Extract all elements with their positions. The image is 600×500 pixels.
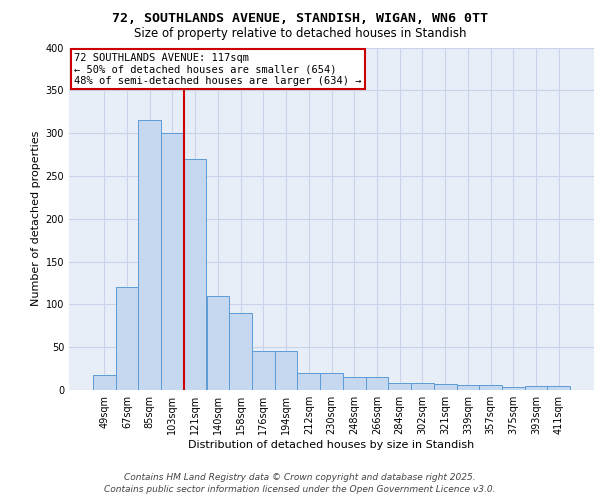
Bar [184, 159, 206, 390]
Bar [365, 377, 388, 390]
Bar [252, 352, 275, 390]
Text: Size of property relative to detached houses in Standish: Size of property relative to detached ho… [134, 28, 466, 40]
Bar [320, 373, 343, 390]
Bar [479, 385, 502, 390]
Bar [411, 383, 434, 390]
Bar [434, 384, 457, 390]
Text: 72 SOUTHLANDS AVENUE: 117sqm
← 50% of detached houses are smaller (654)
48% of s: 72 SOUTHLANDS AVENUE: 117sqm ← 50% of de… [74, 52, 362, 86]
Bar [93, 374, 116, 390]
X-axis label: Distribution of detached houses by size in Standish: Distribution of detached houses by size … [188, 440, 475, 450]
Text: 72, SOUTHLANDS AVENUE, STANDISH, WIGAN, WN6 0TT: 72, SOUTHLANDS AVENUE, STANDISH, WIGAN, … [112, 12, 488, 26]
Bar [206, 296, 229, 390]
Y-axis label: Number of detached properties: Number of detached properties [31, 131, 41, 306]
Bar [298, 373, 320, 390]
Bar [388, 383, 411, 390]
Bar [161, 133, 184, 390]
Bar [457, 385, 479, 390]
Bar [229, 313, 252, 390]
Bar [275, 352, 298, 390]
Text: Contains HM Land Registry data © Crown copyright and database right 2025.
Contai: Contains HM Land Registry data © Crown c… [104, 473, 496, 494]
Bar [343, 377, 365, 390]
Bar [502, 388, 524, 390]
Bar [524, 386, 547, 390]
Bar [116, 287, 139, 390]
Bar [139, 120, 161, 390]
Bar [547, 386, 570, 390]
